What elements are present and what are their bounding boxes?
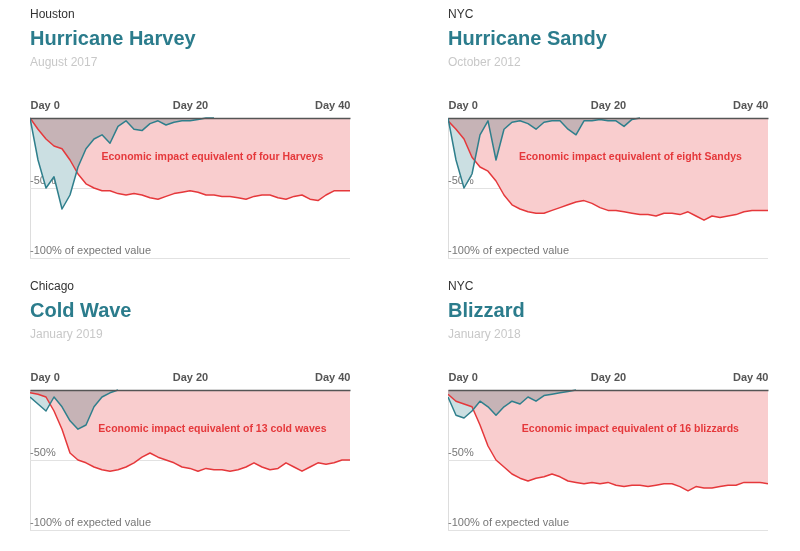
title: Cold Wave (30, 299, 132, 321)
x-axis: Day 0 Day 20 Day 40 (31, 371, 351, 391)
tick-label: Day 0 (31, 99, 60, 111)
line (30, 118, 350, 201)
city-label: Chicago (30, 279, 74, 293)
marks (448, 118, 768, 220)
panel: NYC Blizzard January 2018 -50% -100% of expe… (448, 279, 769, 531)
grid-line (30, 258, 350, 259)
tick: Day 20 (173, 371, 208, 390)
area (448, 390, 576, 418)
tick: Day 0 (449, 99, 478, 118)
tick-label: Day 20 (591, 99, 626, 111)
panel: NYC Hurricane Sandy October 2012 -50%-100% … (448, 7, 769, 259)
tick: -100% of expected value (30, 516, 350, 531)
line (30, 393, 350, 471)
y-axis: -50%-100% of expected value (448, 119, 768, 259)
tick: Day 20 (591, 99, 626, 118)
tick-label: -100% of expected value (448, 244, 569, 256)
marks (30, 118, 350, 209)
subtitle: August 2017 (30, 55, 98, 69)
annotation: Economic impact equivalent of 13 cold wa… (98, 422, 326, 434)
annotation: Economic impact equivalent of four Harve… (102, 150, 324, 162)
tick-label: -100% of expected value (30, 244, 151, 256)
tick-label: Day 40 (315, 99, 350, 111)
plot: -50%-100% of expected valueDay 0Day 20Da… (30, 371, 351, 531)
x-axis: Day 0 Day 20 Day 40 (31, 99, 351, 119)
tick: -100% of expected value (448, 244, 768, 259)
tick: Day 40 (733, 371, 768, 390)
area (448, 118, 768, 220)
y-axis: -50% -100% of expected value (30, 391, 350, 531)
tick-label: Day 0 (31, 371, 60, 383)
tick-label: Day 40 (733, 99, 768, 111)
area (30, 390, 350, 471)
title: Hurricane Harvey (30, 27, 197, 49)
grid-line (448, 530, 768, 531)
tick-label: -50% (448, 446, 474, 458)
tick-label: Day 40 (733, 371, 768, 383)
tick: Day 40 (733, 99, 768, 118)
tick-label: Day 0 (449, 99, 478, 111)
tick-label: Day 20 (173, 371, 208, 383)
tick: Day 0 (31, 371, 60, 390)
subtitle: January 2018 (448, 327, 521, 341)
grid-line (448, 258, 768, 259)
tick-label: -100% of expected value (30, 516, 151, 528)
chart: Houston Hurricane Harvey August 2017 -50% -1… (0, 0, 800, 551)
tick-label: -100% of expected value (448, 516, 569, 528)
plot: -50%-100% of expected valueDay 0Day 20Da… (448, 371, 769, 531)
city-label: NYC (448, 7, 474, 21)
plot: -50%-100% of expected valueDay 0Day 20Da… (448, 99, 769, 259)
axis-line (449, 118, 769, 120)
city-label: NYC (448, 279, 474, 293)
line (448, 121, 768, 220)
tick: Day 40 (315, 99, 350, 118)
tick-label: Day 0 (449, 371, 478, 383)
tick: Day 0 (449, 371, 478, 390)
line (30, 118, 214, 209)
y-axis: -50%-100% of expected value (30, 119, 350, 259)
title: Blizzard (448, 299, 525, 321)
annotation: Economic impact equivalent of eight Sand… (519, 150, 742, 162)
panel: Houston Hurricane Harvey August 2017 -50%-1… (30, 7, 351, 259)
line (448, 394, 768, 491)
plot: -50%-100% of expected valueDay 0Day 20Da… (30, 99, 351, 259)
x-axis: Day 0 Day 20 Day 40 (449, 99, 769, 119)
area (448, 390, 768, 491)
grid-line (30, 530, 350, 531)
subtitle: January 2019 (30, 327, 103, 341)
axis-line (449, 390, 769, 392)
marks (448, 390, 768, 491)
tick-label: -50% (30, 446, 56, 458)
tick: Day 0 (31, 99, 60, 118)
marks (30, 390, 350, 471)
axis-line (31, 390, 351, 392)
tick-label: Day 20 (173, 99, 208, 111)
annotation: Economic impact equivalent of 16 blizzar… (522, 422, 739, 434)
subtitle: October 2012 (448, 55, 521, 69)
area (30, 118, 214, 209)
x-axis: Day 0 Day 20 Day 40 (449, 371, 769, 391)
tick: Day 20 (591, 371, 626, 390)
line (448, 390, 576, 418)
tick: -100% of expected value (448, 516, 768, 531)
city-label: Houston (30, 7, 75, 21)
tick: Day 20 (173, 99, 208, 118)
tick: -100% of expected value (30, 244, 350, 259)
tick: Day 40 (315, 371, 350, 390)
title: Hurricane Sandy (448, 27, 608, 49)
axis-line (31, 118, 351, 120)
tick-label: Day 40 (315, 371, 350, 383)
tick-label: Day 20 (591, 371, 626, 383)
panel: Chicago Cold Wave January 2019 -50% -100% of… (30, 279, 351, 531)
y-axis: -50% -100% of expected value (448, 391, 768, 531)
